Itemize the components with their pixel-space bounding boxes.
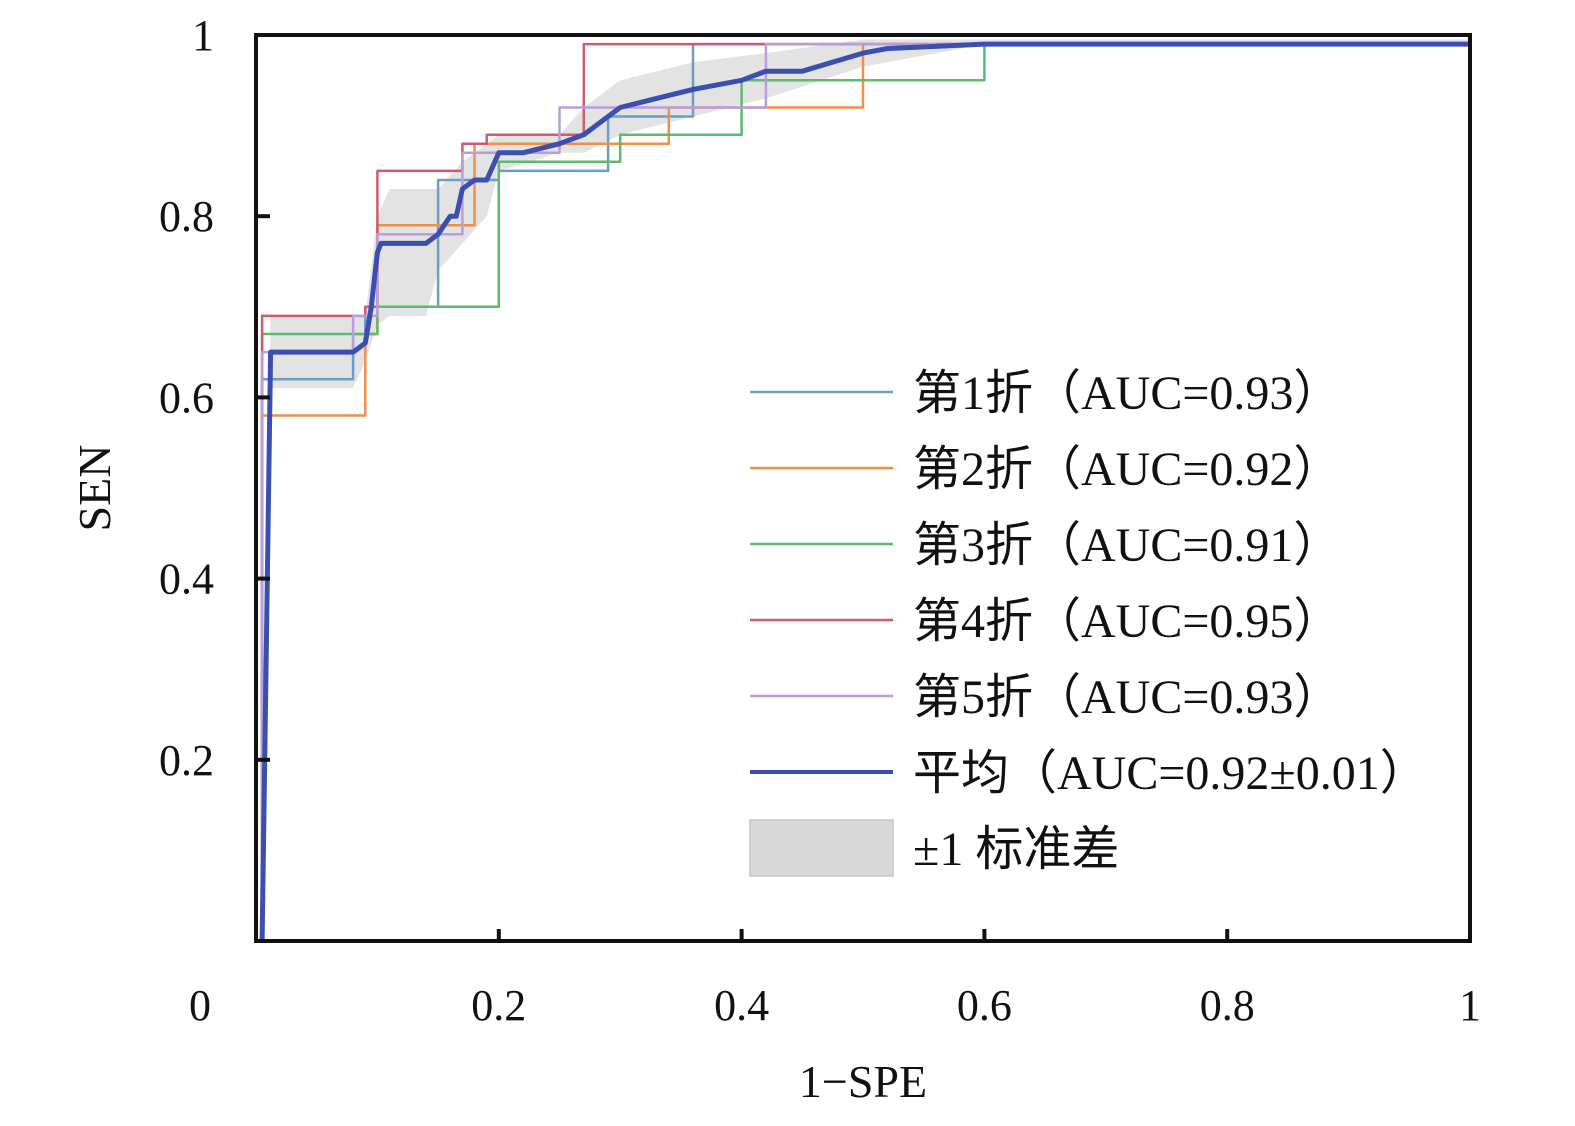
y-tick-label: 1 <box>192 11 214 60</box>
plot-frame <box>254 33 1472 943</box>
x-tick-label: 1 <box>1459 981 1481 1030</box>
y-tick-label: 0.4 <box>159 555 214 604</box>
legend-label: 第2折（AUC=0.92） <box>913 443 1341 496</box>
x-tick-label: 0.8 <box>1200 981 1255 1030</box>
y-tick-label: 0.6 <box>159 373 214 422</box>
legend-label: 第5折（AUC=0.93） <box>913 671 1341 724</box>
x-tick-label: 0.2 <box>471 981 526 1030</box>
x-tick-label: 0 <box>189 981 211 1030</box>
legend-label: 第3折（AUC=0.91） <box>913 519 1341 572</box>
legend-label-band: ±1 标准差 <box>913 823 1119 876</box>
legend-swatch-band <box>749 819 894 877</box>
series-line-mean <box>259 41 1470 942</box>
y-tick-label: 0.2 <box>159 736 214 785</box>
x-axis-title: 1−SPE <box>799 1056 927 1107</box>
legend: 第1折（AUC=0.93） 第2折（AUC=0.92） 第3折（AUC=0.91） 第… <box>749 367 1428 877</box>
series-line-fold-2 <box>260 42 1470 941</box>
x-tick-label: 0.4 <box>714 981 769 1030</box>
legend-label: 平均（AUC=0.92±0.01） <box>913 747 1428 800</box>
y-axis-title: SEN <box>69 445 120 532</box>
tick-layer: 0 0.2 0.4 0.6 0.8 1 0.2 0.4 0.6 0.8 1 <box>159 11 1481 1030</box>
series-layer <box>259 41 1470 942</box>
legend-label: 第4折（AUC=0.95） <box>913 595 1341 648</box>
x-tick-label: 0.6 <box>957 981 1012 1030</box>
series-line-fold-1 <box>260 42 1470 941</box>
legend-label: 第1折（AUC=0.93） <box>913 367 1341 420</box>
y-tick-label: 0.8 <box>159 192 214 241</box>
series-line-fold-3 <box>260 42 1470 941</box>
